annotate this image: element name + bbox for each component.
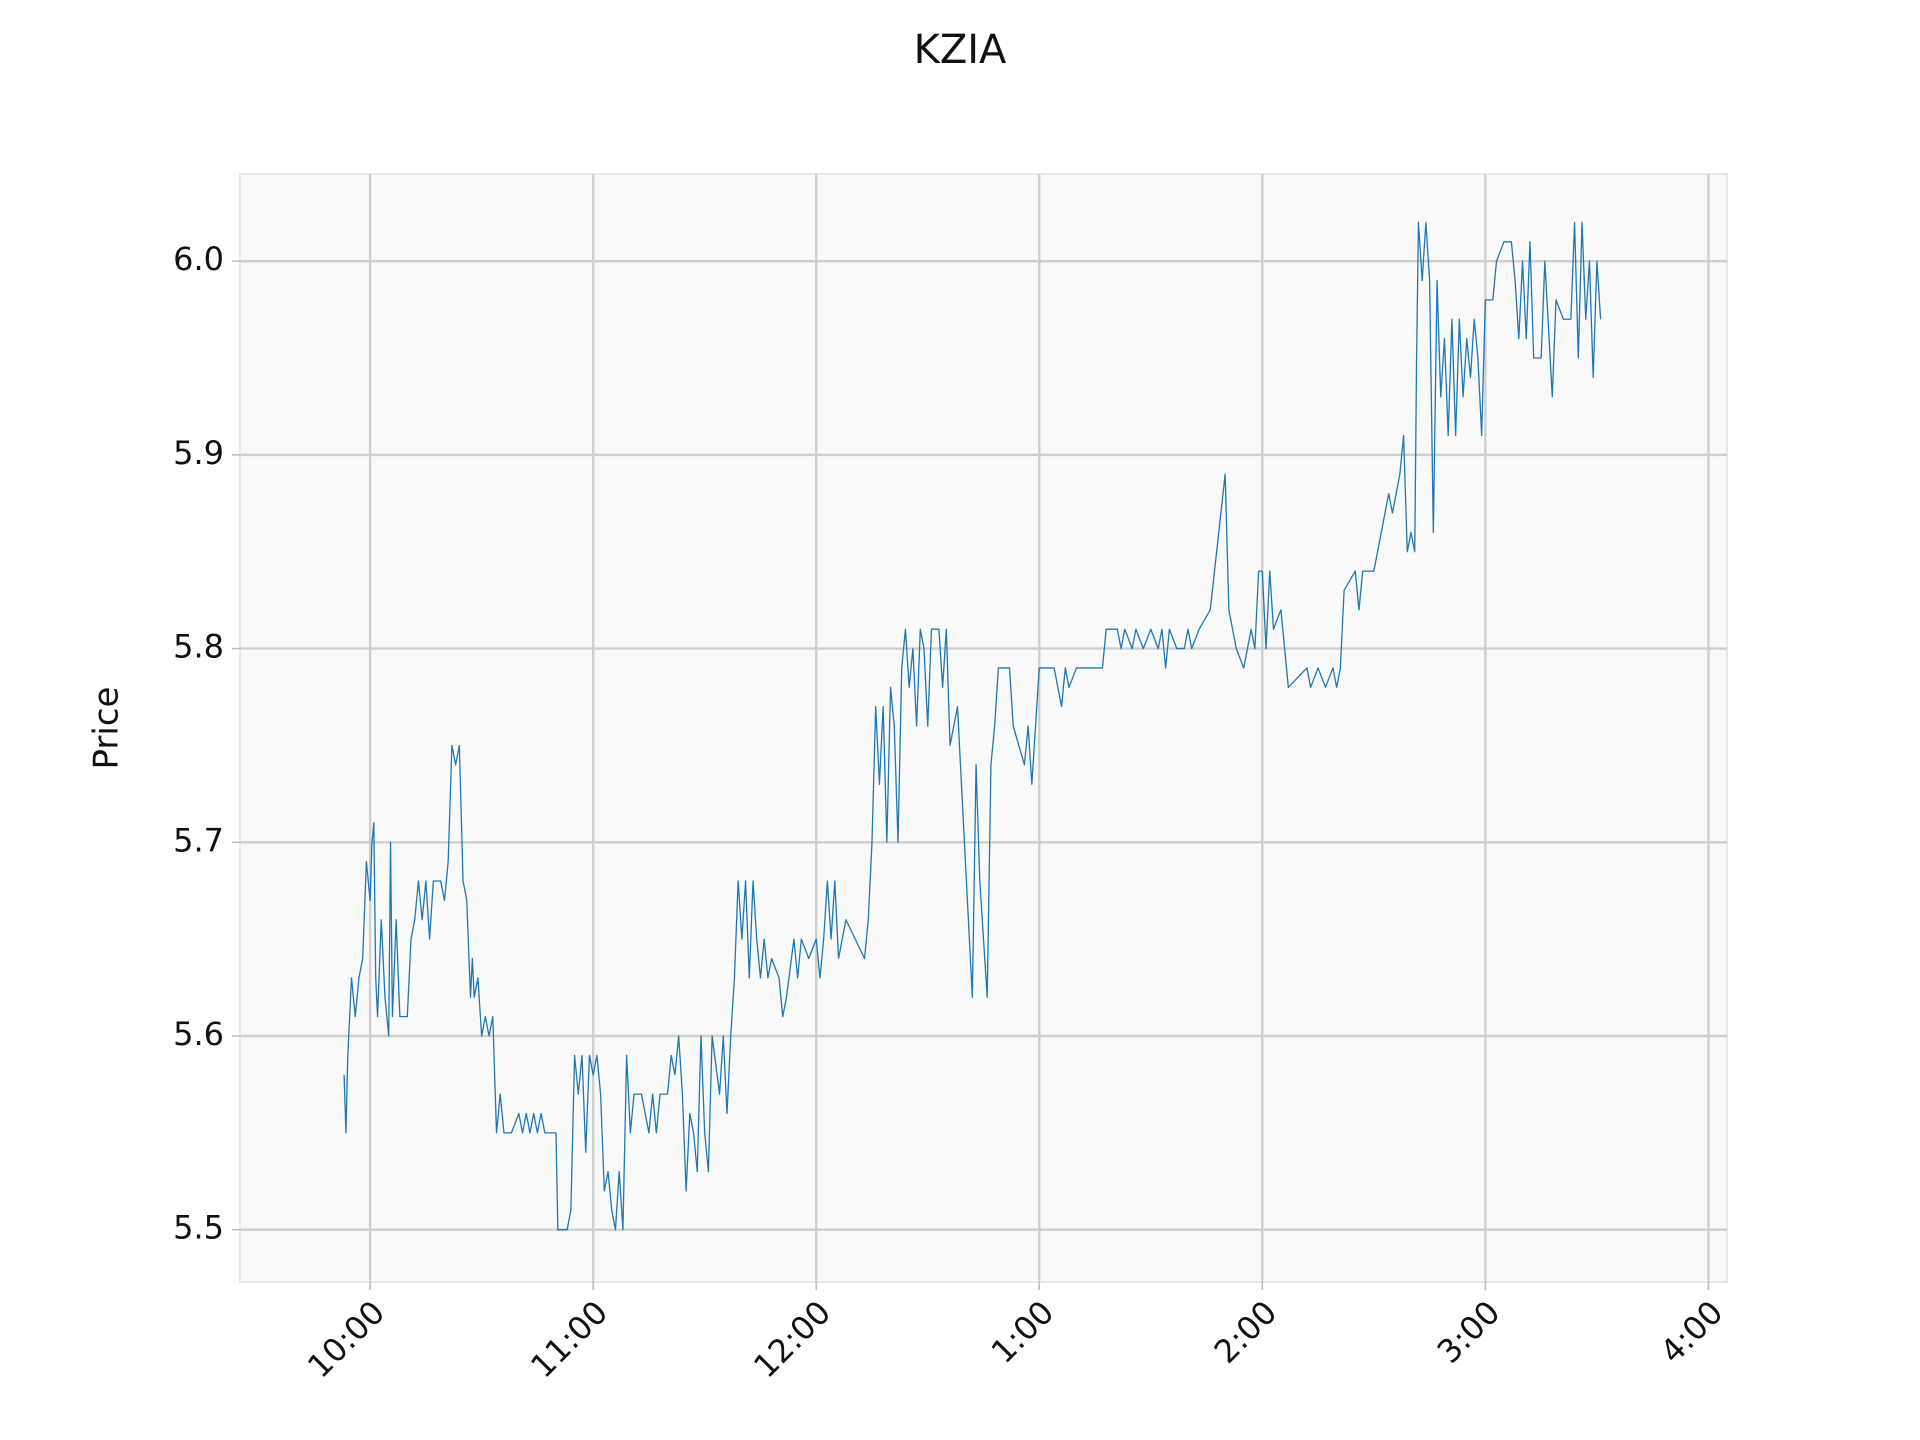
price-line <box>343 221 1602 1231</box>
y-axis-label: Price <box>87 687 127 770</box>
chart-title: KZIA <box>914 27 1007 73</box>
x-tick-label: 10:00 <box>300 1293 392 1385</box>
plot-area <box>239 173 1728 1283</box>
x-tick-label: 4:00 <box>1653 1293 1731 1371</box>
x-tick-label: 12:00 <box>746 1293 838 1385</box>
x-tick-label: 11:00 <box>523 1293 615 1385</box>
y-tick-label: 5.7 <box>173 821 224 859</box>
y-tick-label: 5.5 <box>173 1209 224 1247</box>
x-tick-label: 3:00 <box>1430 1293 1508 1371</box>
x-tick-label: 2:00 <box>1207 1293 1285 1371</box>
y-tick-label: 6.0 <box>173 240 224 278</box>
y-tick-label: 5.6 <box>173 1015 224 1053</box>
y-tick-label: 5.8 <box>173 628 224 666</box>
x-tick-label: 1:00 <box>984 1293 1062 1371</box>
y-tick-label: 5.9 <box>173 434 224 472</box>
